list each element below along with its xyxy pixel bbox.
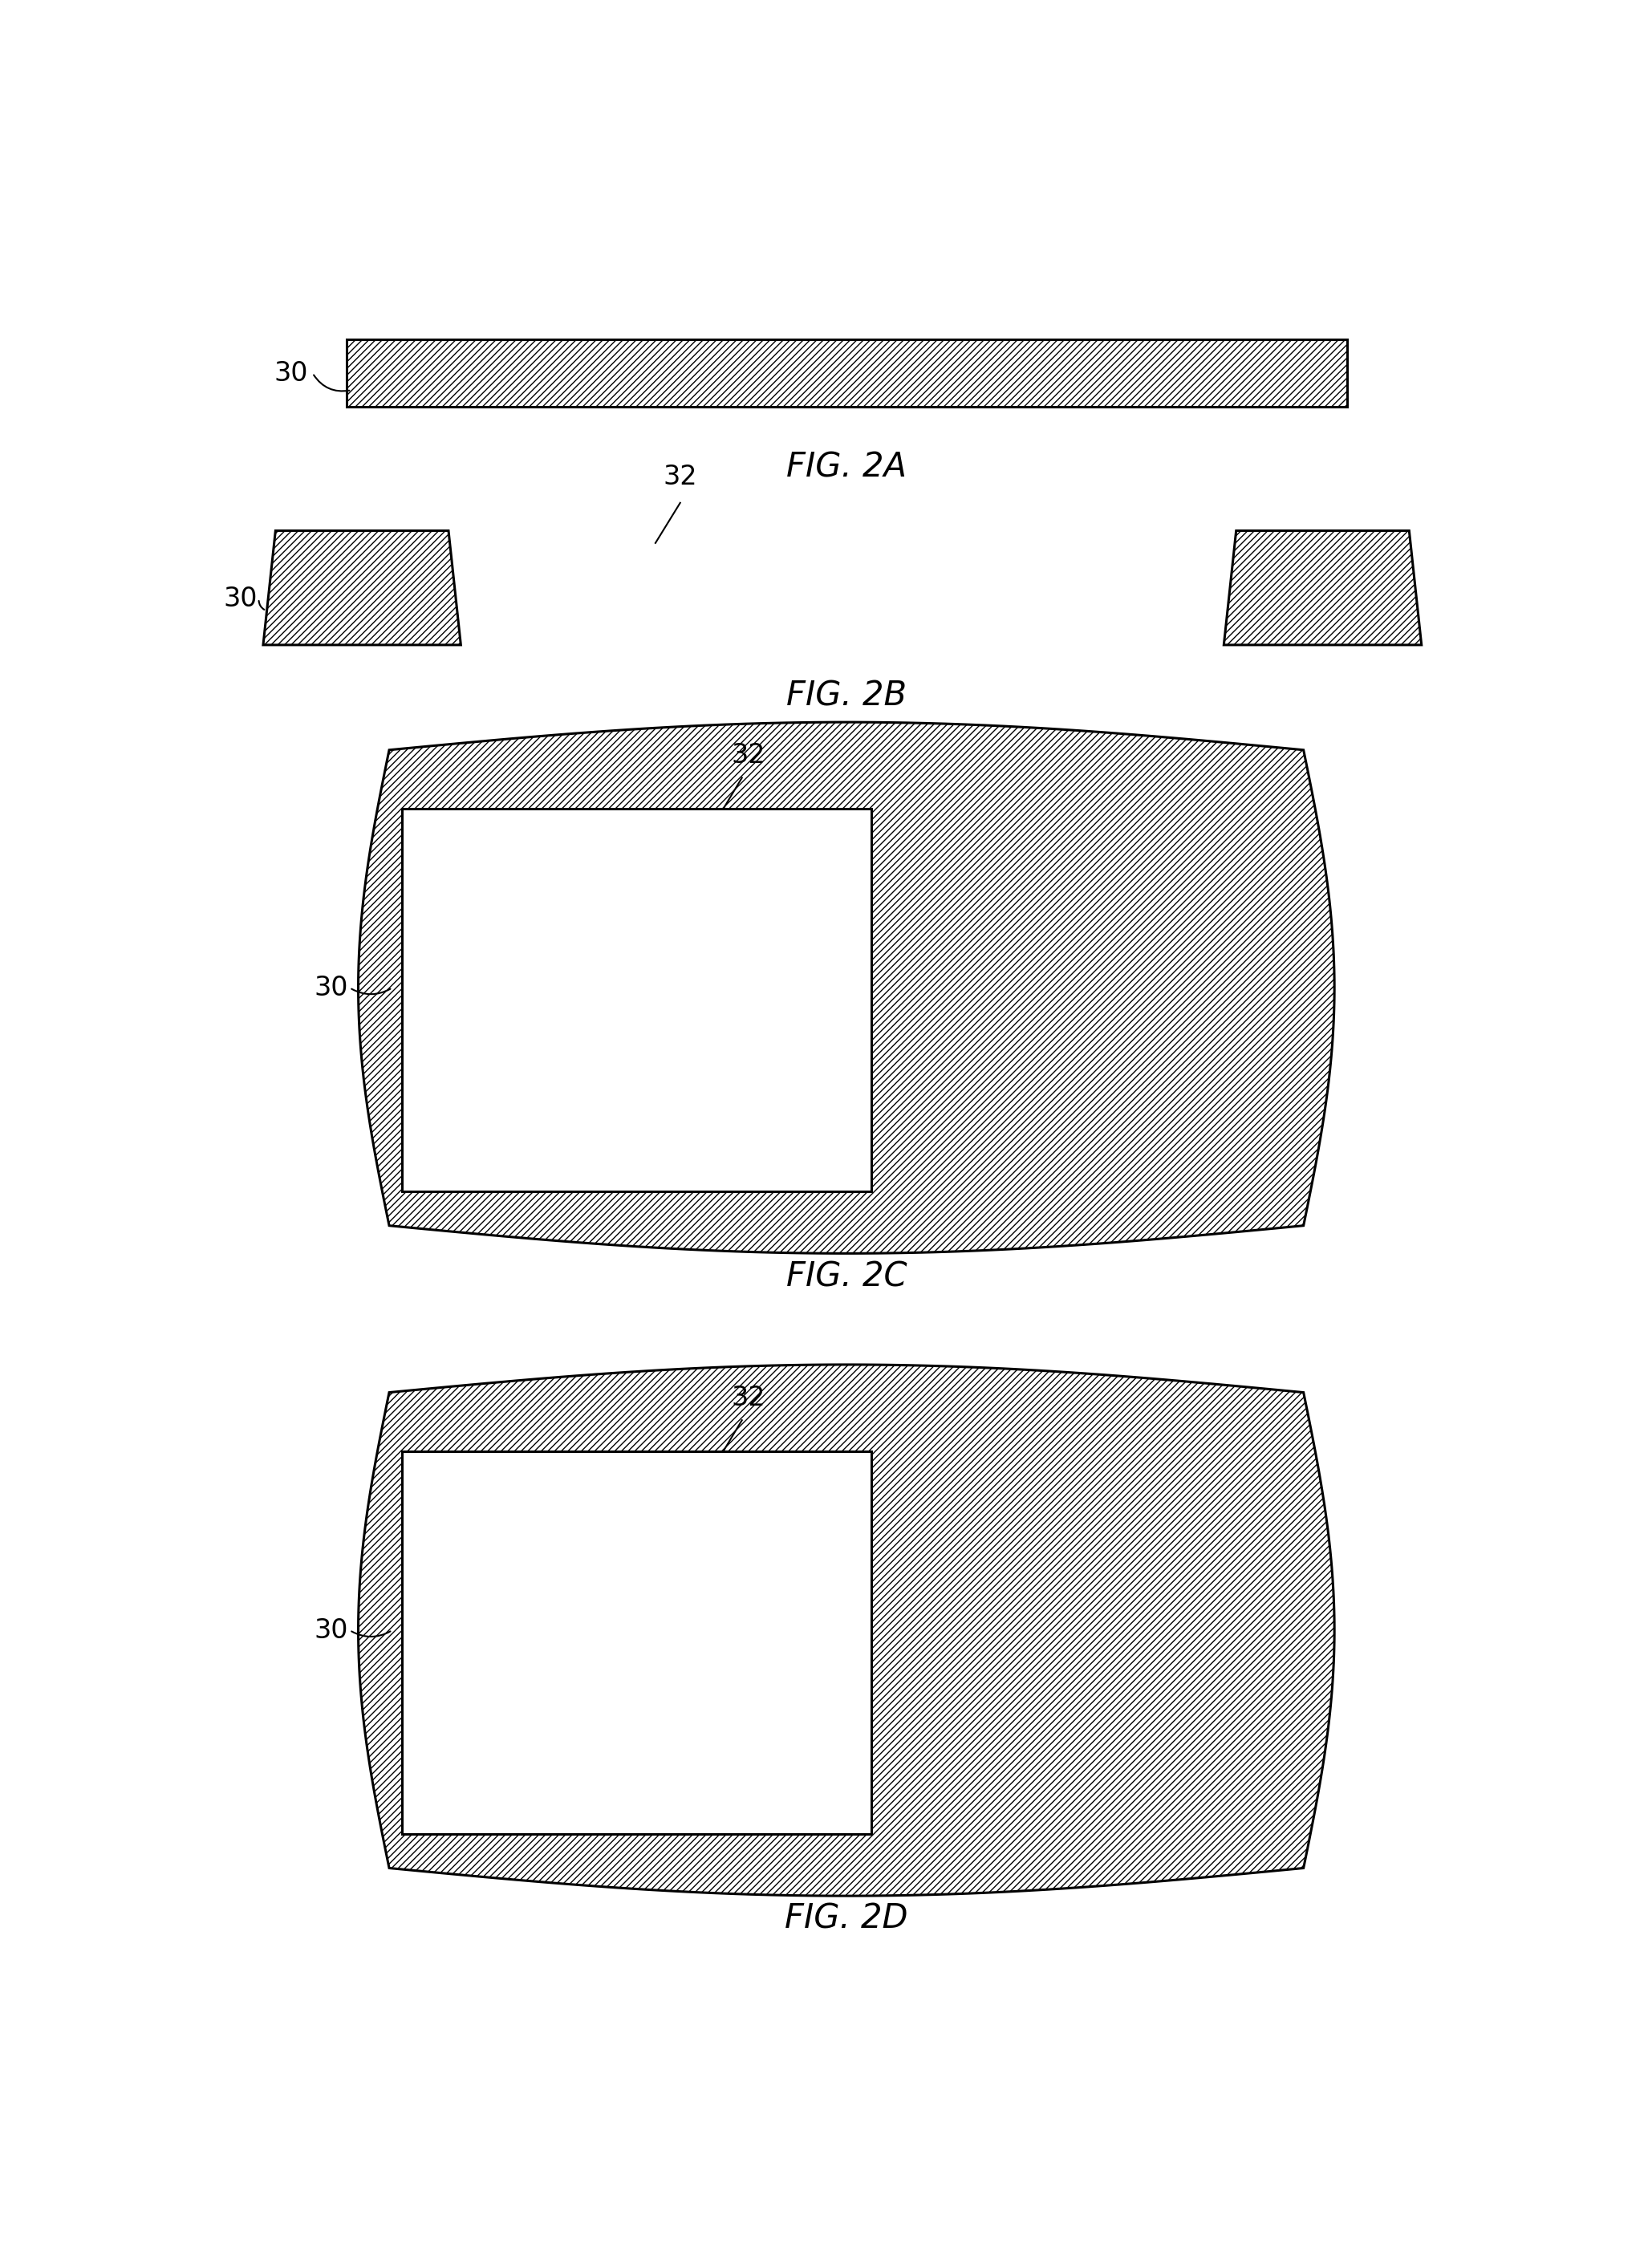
Polygon shape <box>263 531 461 644</box>
Text: 32: 32 <box>732 741 765 768</box>
Text: FIG. 2A: FIG. 2A <box>786 450 907 484</box>
Text: FIG. 2C: FIG. 2C <box>786 1259 907 1293</box>
Text: 32: 32 <box>662 463 697 490</box>
Text: 30: 30 <box>274 359 307 386</box>
Bar <box>347 339 1348 407</box>
Text: 30: 30 <box>223 585 258 612</box>
Text: FIG. 2B: FIG. 2B <box>786 678 907 712</box>
Bar <box>401 1451 872 1835</box>
Text: FIG. 2D: FIG. 2D <box>785 1903 909 1937</box>
Text: 30: 30 <box>314 1616 349 1643</box>
Bar <box>401 809 872 1191</box>
Polygon shape <box>1224 531 1421 644</box>
Polygon shape <box>358 723 1335 1254</box>
Polygon shape <box>358 1365 1335 1896</box>
Text: 32: 32 <box>732 1385 765 1410</box>
Text: 30: 30 <box>314 974 349 1001</box>
